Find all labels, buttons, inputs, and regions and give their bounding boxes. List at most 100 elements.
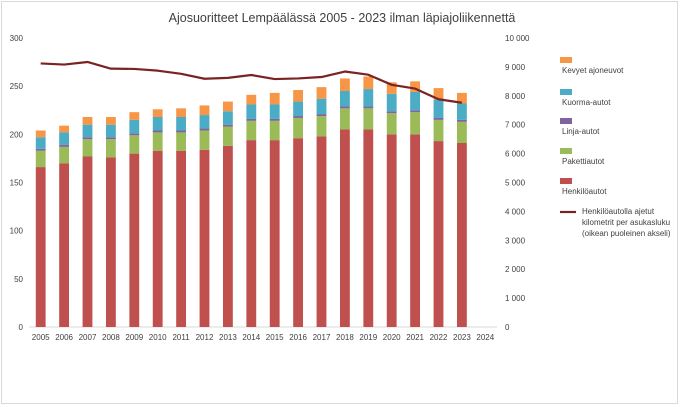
y-left-tick-label: 50 [14, 275, 23, 284]
x-tick-label: 2013 [219, 333, 237, 342]
bar-segment [35, 167, 46, 327]
bar-segment [339, 106, 350, 109]
bar-segment [316, 116, 327, 137]
legend-swatch [560, 118, 572, 124]
bar-segment [456, 92, 467, 104]
y-left-tick-label: 150 [10, 179, 24, 188]
bar-segment [386, 113, 397, 135]
bar-segment [386, 111, 397, 114]
bar-segment [293, 101, 304, 117]
bar-segment [35, 137, 46, 149]
y-left-tick-label: 300 [10, 34, 24, 43]
bar-segment [199, 149, 210, 327]
legend-label: Henkilöautot [562, 187, 607, 196]
bar-segment [363, 129, 374, 327]
x-tick-label: 2007 [79, 333, 97, 342]
bar-segment [386, 93, 397, 112]
bar-segment [129, 119, 140, 134]
bar-segment [222, 111, 233, 125]
y-left-tick-label: 0 [19, 323, 24, 332]
bar-segment [386, 134, 397, 327]
y-left-tick-label: 200 [10, 130, 24, 139]
legend-label: Pakettiautot [562, 157, 605, 166]
legend-line-label: Henkilöautolla ajetut [582, 207, 655, 216]
bar-segment [82, 139, 93, 157]
bar-segment [246, 104, 257, 119]
legend-label: Linja-autot [562, 127, 600, 136]
bar-segment [456, 121, 467, 144]
y-right-tick-label: 7 000 [505, 121, 526, 130]
bar-segment [269, 118, 280, 121]
x-tick-label: 2012 [196, 333, 214, 342]
bar-segment [152, 150, 163, 327]
bar-segment [269, 140, 280, 327]
bar-segment [410, 81, 421, 92]
bar-segment [433, 141, 444, 327]
bar-segment [129, 133, 140, 136]
y-right-tick-label: 2 000 [505, 265, 526, 274]
bar-segment [316, 136, 327, 327]
x-tick-label: 2016 [289, 333, 307, 342]
bar-segment [105, 139, 116, 158]
y-right-tick-label: 6 000 [505, 150, 526, 159]
bar-segment [246, 120, 257, 141]
plot-area: 0 50 100 150 200 250 300 0 1 000 2 000 3 000 4 000 5… [10, 34, 530, 342]
x-tick-label: 2022 [430, 333, 448, 342]
bar-segment [363, 108, 374, 130]
legend-swatch [560, 57, 572, 63]
bar-segment [433, 99, 444, 118]
bar-segment [316, 114, 327, 117]
bar-segment [35, 150, 46, 168]
y-right-tick-label: 10 000 [505, 34, 530, 43]
bar-segment [316, 98, 327, 115]
bar-segment [35, 148, 46, 151]
x-tick-label: 2005 [32, 333, 50, 342]
x-tick-label: 2018 [336, 333, 354, 342]
x-tick-label: 2019 [359, 333, 377, 342]
legend-label: Kuorma-autot [562, 98, 611, 107]
bar-segment [129, 153, 140, 327]
x-tick-label: 2011 [172, 333, 190, 342]
bar-segment [82, 116, 93, 125]
bar-segment [269, 104, 280, 119]
bar-segment [152, 109, 163, 117]
x-tick-label: 2024 [476, 333, 494, 342]
bar-segment [59, 125, 70, 133]
x-tick-label: 2009 [125, 333, 143, 342]
bar-segment [410, 134, 421, 327]
bar-segment [82, 137, 93, 140]
bar-segment [222, 126, 233, 146]
bar-segment [246, 94, 257, 105]
bar-segment [176, 150, 187, 327]
bar-segment [386, 82, 397, 94]
bar-segment [222, 145, 233, 327]
bar-segment [339, 129, 350, 327]
legend-swatch [560, 148, 572, 154]
bar-segment [59, 163, 70, 327]
line-series-path [40, 60, 463, 104]
x-tick-label: 2020 [383, 333, 401, 342]
y-right-tick-label: 0 [505, 323, 510, 332]
bar-segment [456, 103, 467, 120]
bar-segment [269, 92, 280, 105]
bar-segment [222, 124, 233, 127]
bar-segment [129, 135, 140, 154]
bar-segment [82, 156, 93, 327]
legend-swatch [560, 178, 572, 184]
x-tick-label: 2021 [406, 333, 424, 342]
bar-segment [293, 116, 304, 118]
bar-segment [82, 124, 93, 138]
bar-segment [410, 110, 421, 113]
legend-line-label: (oikean puoleinen akseli) [582, 229, 671, 238]
bar-segment [410, 91, 421, 111]
legend-swatch [560, 89, 572, 95]
bar-segment [433, 119, 444, 142]
x-tick-label: 2006 [55, 333, 73, 342]
bar-segment [129, 112, 140, 120]
y-right-tick-label: 9 000 [505, 63, 526, 72]
bar-segment [35, 130, 46, 138]
chart-title: Ajosuoritteet Lempäälässä 2005 - 2023 il… [169, 11, 516, 25]
x-tick-label: 2015 [266, 333, 284, 342]
bar-segment [176, 108, 187, 117]
